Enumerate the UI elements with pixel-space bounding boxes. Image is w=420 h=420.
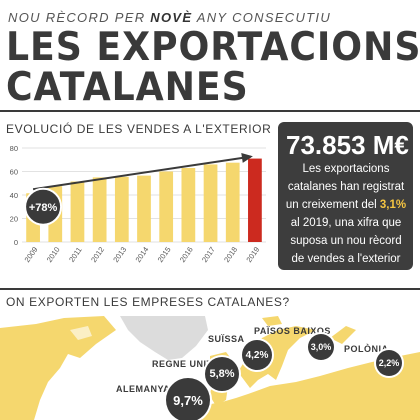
growth-percentage: 3,1% [379,199,407,211]
bar-2011 [70,181,85,242]
page-title: LES EXPORTACIONS CATALANES [6,25,420,110]
label-switzerland: SUÏSSA [208,334,245,344]
x-tick-label: 2014 [133,245,150,264]
x-tick-label: 2017 [200,245,217,264]
bar-2018 [225,162,240,242]
svalbard-shape [262,316,282,326]
export-total: 73.853 M€ [286,130,409,160]
bar-2012 [92,177,107,242]
bubble-switzerland: 4,2% [242,340,272,370]
bar-2016 [181,167,196,242]
growth-badge [24,187,63,226]
y-tick-label: 20 [10,215,18,224]
y-tick-label: 40 [10,191,18,200]
x-tick-label: 2013 [111,245,128,264]
north-america-shape [0,316,116,420]
map-title: ON EXPORTEN LES EMPRESES CATALANES? [6,295,290,309]
page-title-line-2: CATALANES [6,65,249,110]
x-tick-label: 2011 [67,245,84,263]
novaya-zemlya-shape [330,326,356,344]
trend-arrow-line [32,155,252,191]
x-tick-label: 2015 [156,245,173,264]
chart-title: EVOLUCIÓ DE LES VENDES A L'EXTERIOR [6,122,272,136]
divider [0,288,420,290]
y-tick-label: 0 [14,238,18,247]
y-tick-label: 80 [10,144,18,153]
kicker: NOU RÈCORD PER NOVÈ ANY CONSECUTIU [8,10,332,25]
page-title-line-1: LES EXPORTACIONS [6,25,420,70]
label-netherlands: PAÏSOS BAIXOS [254,326,331,336]
x-tick-label: 2016 [178,245,195,264]
europe-map: PAÏSOS BAIXOS SUÏSSA POLÒNIA REGNE UNIT … [0,316,420,420]
label-poland: POLÒNIA [344,344,389,354]
label-germany: ALEMANYA [116,384,171,394]
x-tick-label: 2009 [23,245,40,264]
scandinavia-shape [238,326,316,388]
highlight-card: 73.853 M€ Les exportacions catalanes han… [278,122,413,270]
sales-bar-chart: 0 20 40 60 80 2009 2010 2011 2012 2013 2014 2015 201… [10,144,266,264]
map-shapes [0,316,420,420]
divider [0,110,420,112]
trend-arrow-head [241,152,253,163]
bar-2015 [159,171,174,242]
x-tick-label: 2019 [244,245,261,264]
label-united-kingdom: REGNE UNIT [152,359,213,369]
bar-2013 [114,176,129,242]
growth-badge-label: +78% [29,202,58,214]
kicker-emphasis: NOVÈ [150,10,193,25]
bubble-poland: 2,2% [376,350,402,376]
bar-2017 [203,164,218,242]
card-description: Les exportacions catalanes han registrat… [285,163,407,265]
bar-2019 [248,158,262,242]
arctic-island-shape [70,326,92,340]
bar-2014 [137,175,151,242]
y-tick-label: 60 [10,168,18,177]
europe-mainland-shape [176,352,420,420]
x-tick-label: 2018 [222,245,239,264]
greenland-shape [120,316,208,360]
bubble-germany: 9,7% [166,378,210,420]
x-tick-label: 2012 [89,245,106,264]
x-tick-label: 2010 [45,245,62,264]
bubble-united-kingdom: 5,8% [205,357,239,391]
bubble-netherlands: 3,0% [308,334,334,360]
